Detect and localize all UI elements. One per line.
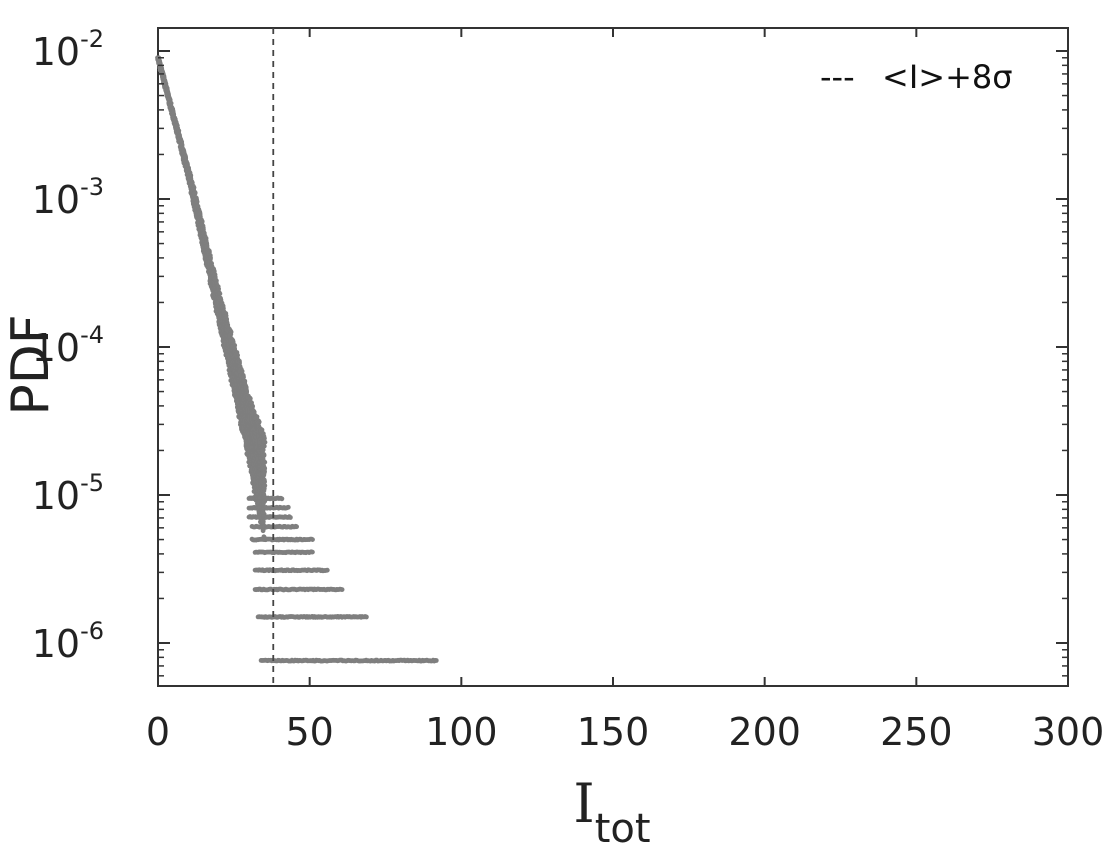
y-tick-label: 10-6 — [32, 617, 104, 666]
data-point — [294, 524, 299, 530]
x-axis-title-subscript: tot — [595, 806, 651, 852]
scatter-points — [155, 55, 439, 664]
x-tick-label: 0 — [146, 710, 170, 754]
x-tick-label: 50 — [285, 710, 333, 754]
x-tick-label: 300 — [1032, 710, 1105, 754]
data-point — [310, 549, 315, 555]
y-tick-exponent: -3 — [80, 173, 104, 201]
x-axis-title-main: I — [573, 772, 594, 835]
y-axis-title: PDF — [1, 314, 61, 415]
data-point — [262, 483, 268, 488]
data-point — [260, 519, 266, 525]
data-point — [202, 236, 208, 242]
y-tick-exponent: -2 — [80, 25, 104, 53]
y-tick-label: 10-3 — [32, 173, 104, 222]
data-point — [279, 496, 285, 502]
data-point — [364, 614, 369, 620]
y-tick-base: 10 — [32, 622, 80, 666]
data-point — [260, 528, 266, 534]
data-point — [324, 567, 330, 573]
x-tick-label: 250 — [880, 710, 953, 754]
data-point — [288, 515, 293, 520]
y-tick-label: 10-2 — [32, 25, 104, 74]
x-axis-title: Itot — [573, 772, 650, 852]
x-tick-label: 150 — [577, 710, 650, 754]
data-point — [220, 304, 226, 309]
data-point — [217, 291, 223, 297]
y-tick-label: 10-5 — [32, 469, 104, 518]
data-point — [260, 447, 266, 453]
data-point — [208, 255, 213, 261]
data-point — [262, 459, 268, 465]
x-axis-ticks: 0 50 100 150 200 250 300 — [146, 28, 1104, 754]
data-point — [262, 479, 267, 485]
x-tick-label: 100 — [425, 710, 498, 754]
legend: --- <I>+8σ — [820, 58, 1013, 96]
y-axis-ticks: 10-210-310-410-510-6 — [32, 25, 1068, 677]
data-point — [262, 465, 268, 471]
data-point — [261, 453, 267, 458]
legend-label: <I>+8σ — [882, 58, 1013, 96]
data-point — [225, 324, 231, 329]
data-point — [247, 396, 253, 401]
data-point — [212, 276, 218, 282]
y-tick-base: 10 — [32, 178, 80, 222]
data-point — [433, 658, 439, 663]
x-tick-label: 200 — [728, 710, 801, 754]
data-point — [261, 438, 267, 444]
y-tick-base: 10 — [32, 474, 80, 518]
y-tick-base: 10 — [32, 326, 80, 370]
data-point — [240, 374, 246, 380]
data-point — [230, 338, 236, 343]
data-point — [228, 331, 234, 337]
data-point — [339, 587, 345, 592]
y-tick-label: 10-4 — [32, 321, 104, 370]
data-point — [199, 219, 205, 225]
data-point — [310, 537, 315, 542]
data-point — [285, 504, 291, 510]
data-point — [260, 471, 266, 477]
y-tick-exponent: -4 — [80, 321, 104, 349]
data-point — [239, 368, 245, 374]
plot-area — [155, 27, 1069, 687]
legend-line-sample: --- — [820, 58, 855, 96]
y-tick-base: 10 — [32, 30, 80, 74]
x-axis-title-text: Itot — [573, 772, 650, 852]
y-tick-exponent: -6 — [80, 617, 104, 645]
y-tick-exponent: -5 — [80, 469, 104, 497]
